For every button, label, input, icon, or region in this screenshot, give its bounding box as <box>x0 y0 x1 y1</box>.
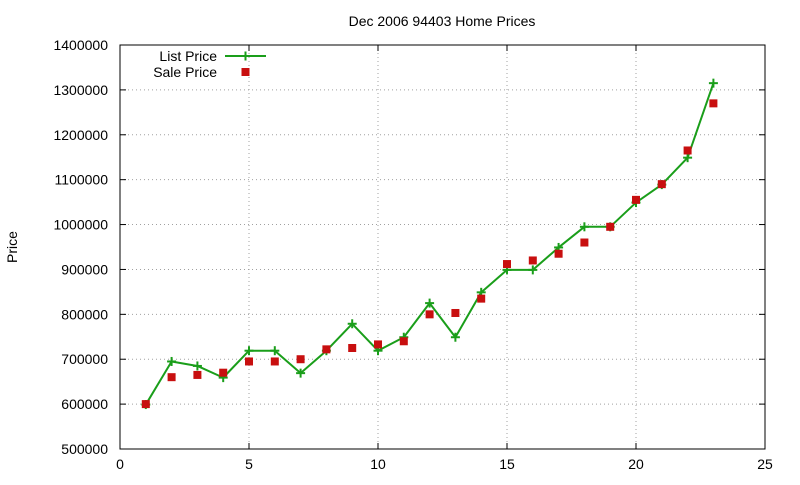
chart-title: Dec 2006 94403 Home Prices <box>349 13 536 29</box>
y-tick-label: 1100000 <box>55 172 109 188</box>
sale-price-point <box>296 355 305 364</box>
x-tick-label: 0 <box>116 456 124 472</box>
y-tick-label: 1000000 <box>53 217 108 233</box>
list-price-point <box>708 78 718 88</box>
list-price-point <box>683 153 693 163</box>
sale-price-point <box>193 370 202 379</box>
list-price-point <box>244 346 254 356</box>
y-tick-label: 700000 <box>61 351 108 367</box>
legend-plus-sample <box>241 51 250 61</box>
x-tick-label: 15 <box>499 456 515 472</box>
y-tick-label: 500000 <box>61 441 108 457</box>
list-price-point <box>450 332 460 342</box>
y-tick-label: 1300000 <box>53 82 108 98</box>
sale-price-point <box>322 345 331 354</box>
list-price-point <box>528 265 538 275</box>
sale-price-point <box>219 368 228 377</box>
list-price-line <box>144 82 715 406</box>
list-price-point <box>579 222 589 232</box>
list-price-point <box>270 346 280 356</box>
sale-price-point <box>554 249 563 258</box>
y-tick-label: 1400000 <box>53 37 108 53</box>
sale-price-point <box>683 146 692 155</box>
list-price-point <box>167 356 177 366</box>
sale-price-point <box>503 260 511 269</box>
y-tick-label: 800000 <box>61 306 108 322</box>
x-tick-label: 10 <box>370 456 386 472</box>
legend-entry-1: Sale Price <box>153 64 250 80</box>
list-price-point <box>296 368 306 378</box>
x-tick-label: 5 <box>245 456 253 472</box>
legend-label: List Price <box>159 48 217 64</box>
list-price-point <box>347 319 357 329</box>
series-1 <box>141 99 718 409</box>
sale-price-point <box>245 357 253 366</box>
sale-price-point <box>348 344 357 352</box>
x-tick-label: 25 <box>757 456 773 472</box>
plot-frame <box>119 44 766 450</box>
sale-price-point <box>657 180 666 189</box>
y-axis-label: Price <box>4 231 20 263</box>
sale-price-point <box>425 310 434 319</box>
sale-price-point <box>632 195 640 204</box>
sale-price-point <box>451 308 460 317</box>
sale-price-point <box>528 256 537 265</box>
axis-ticks: 0 5 10 15 20 25 500000 600000 700000 800000 900000… <box>53 37 773 472</box>
list-price-point <box>425 298 435 308</box>
sale-price-point <box>167 373 176 382</box>
list-price-point <box>192 361 202 371</box>
series-0 <box>141 78 718 410</box>
x-tick-label: 20 <box>628 456 644 472</box>
y-tick-label: 900000 <box>61 261 108 277</box>
y-tick-label: 1200000 <box>53 127 108 143</box>
sale-price-point <box>477 294 486 303</box>
legend-label: Sale Price <box>153 64 217 80</box>
series-layer <box>141 78 718 410</box>
legend-square-sample <box>241 68 250 76</box>
sale-price-point <box>399 337 408 346</box>
sale-price-point <box>374 340 382 349</box>
sale-price-point <box>270 357 279 366</box>
sale-price-point <box>580 238 589 247</box>
sale-price-point <box>606 222 615 231</box>
y-tick-label: 600000 <box>61 396 108 412</box>
sale-price-point <box>709 99 718 108</box>
sale-price-point <box>141 400 150 409</box>
legend-entry-0: List Price <box>159 48 266 64</box>
grid-layer <box>120 45 765 449</box>
